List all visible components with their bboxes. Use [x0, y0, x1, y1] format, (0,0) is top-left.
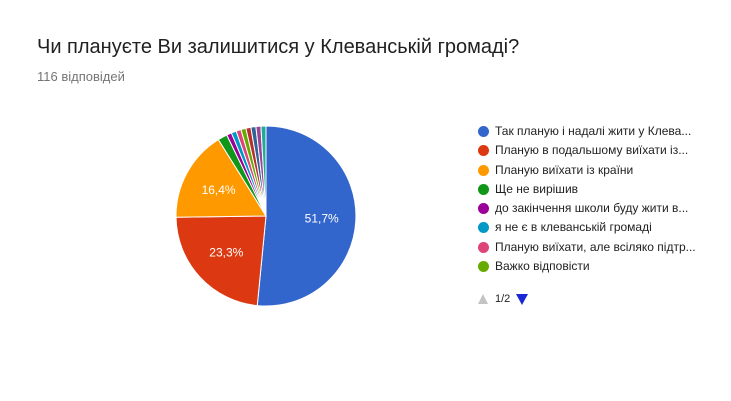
- legend-label: Ще не вирішив: [495, 181, 579, 196]
- pie-slice[interactable]: [260, 125, 267, 217]
- slice-label: 51,7%: [305, 212, 339, 226]
- slice-label: 23,3%: [209, 246, 243, 260]
- chart-title: Чи плануєте Ви залишитися у Клеванській …: [37, 36, 520, 58]
- legend-label: Планую виїхати із країни: [495, 162, 634, 177]
- legend-swatch: [478, 203, 489, 215]
- legend-label: я не є в клеванській громаді: [495, 220, 652, 235]
- legend-swatch: [478, 126, 489, 137]
- legend-swatch: [478, 183, 489, 195]
- triangle-down-icon[interactable]: [516, 294, 528, 305]
- legend-label: Важко відповісти: [495, 259, 590, 274]
- pie-slice[interactable]: [175, 138, 267, 218]
- response-count: 116 відповідей: [37, 69, 125, 84]
- slice-label: 16,4%: [202, 183, 236, 197]
- legend-swatch: [478, 164, 489, 176]
- pie-slice[interactable]: [256, 125, 357, 307]
- legend-label: до закінчення школи буду жити в...: [495, 201, 689, 216]
- legend-swatch: [478, 222, 489, 234]
- legend-swatch: [478, 145, 489, 157]
- legend-page-indicator: 1/2: [495, 293, 511, 305]
- legend-label: Планую виїхати, але всіляко підтр...: [495, 239, 696, 254]
- legend-swatch: [478, 241, 489, 253]
- legend-label: Планую в подальшому виїхати із...: [495, 143, 689, 158]
- pie-slice[interactable]: [175, 215, 267, 307]
- legend-label: Так планую і надалі жити у Клева...: [495, 124, 692, 138]
- legend-swatch: [478, 261, 489, 273]
- triangle-up-icon: [478, 294, 488, 304]
